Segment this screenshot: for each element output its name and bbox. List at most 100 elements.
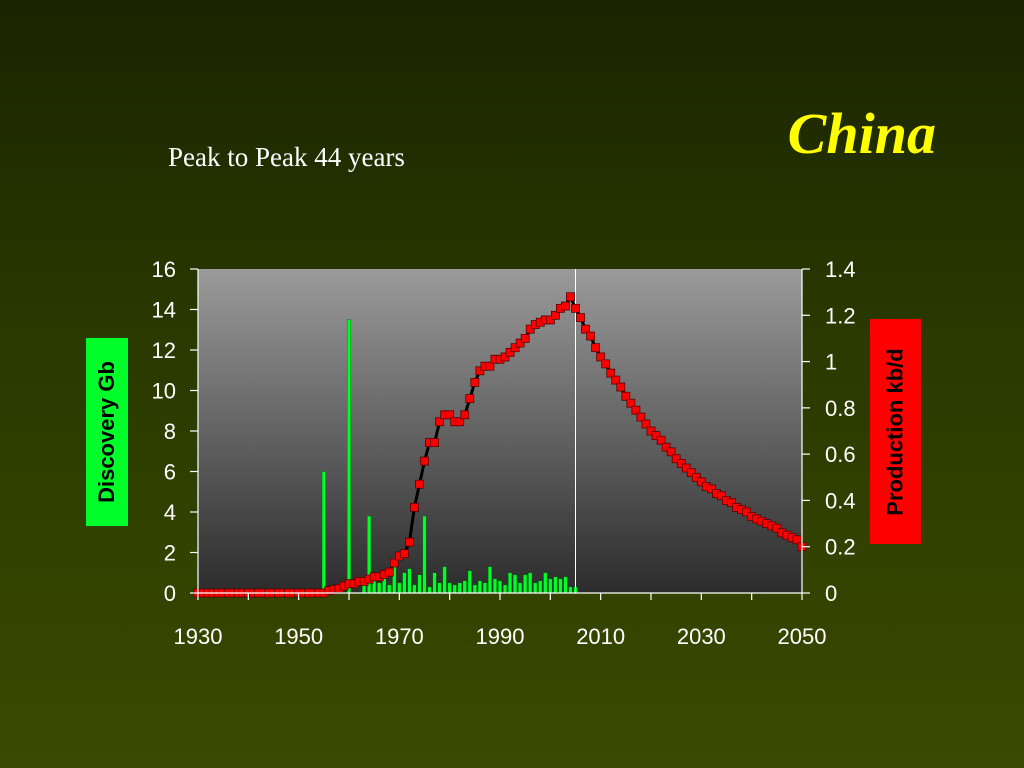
discovery-bar: [528, 572, 533, 594]
production-point: [581, 324, 590, 334]
production-point: [596, 352, 606, 362]
production-point: [384, 567, 394, 577]
discovery-bar: [427, 586, 432, 594]
production-point: [772, 523, 782, 533]
y-tick-label: 14: [152, 298, 176, 323]
production-point: [671, 454, 681, 464]
production-point: [445, 410, 455, 420]
discovery-bar: [462, 580, 467, 594]
discovery-bar: [487, 566, 492, 594]
production-point: [686, 468, 696, 478]
production-point: [742, 507, 752, 517]
discovery-bar: [498, 580, 503, 594]
production-point: [566, 292, 575, 302]
x-tick-label: 2010: [576, 624, 625, 649]
production-point: [656, 435, 666, 445]
production-point: [505, 347, 515, 357]
discovery-bar: [553, 576, 558, 594]
y-tick-label: 4: [164, 500, 176, 525]
production-point: [646, 426, 656, 436]
production-point: [661, 442, 671, 452]
production-point: [631, 405, 641, 415]
y2-tick-label: 0.4: [825, 488, 856, 513]
discovery-bar: [568, 586, 573, 594]
production-point: [430, 438, 439, 447]
right-axis-label: Production kb/d: [870, 319, 921, 544]
production-point: [520, 334, 530, 343]
discovery-bar: [457, 582, 462, 594]
discovery-bar: [321, 471, 326, 594]
production-point: [636, 412, 646, 422]
discovery-bar: [513, 574, 518, 594]
y-tick-label: 12: [152, 338, 176, 363]
discovery-bar: [402, 572, 407, 594]
discovery-bar: [347, 319, 352, 594]
discovery-bar: [447, 582, 452, 594]
discovery-bar: [533, 582, 538, 594]
discovery-bar: [417, 574, 422, 594]
discovery-bar: [422, 515, 427, 594]
production-point: [561, 301, 570, 311]
y2-tick-label: 1: [825, 350, 837, 375]
production-point: [696, 477, 706, 487]
production-point: [485, 361, 495, 371]
left-axis-label: Discovery Gb: [86, 338, 128, 526]
y2-tick-label: 1.4: [825, 257, 856, 282]
production-point: [707, 484, 716, 494]
discovery-bar: [558, 578, 563, 594]
y-tick-label: 10: [152, 379, 176, 404]
production-point: [500, 352, 510, 362]
production-point: [576, 313, 585, 323]
production-point: [676, 458, 686, 468]
production-point: [515, 338, 525, 348]
y2-tick-label: 0.8: [825, 396, 856, 421]
production-point: [415, 479, 424, 489]
discovery-bar: [477, 580, 482, 594]
y2-tick-label: 0: [825, 581, 837, 606]
left-axis-label-text: Discovery Gb: [94, 361, 119, 503]
production-point: [727, 498, 736, 508]
discovery-bar: [407, 568, 412, 594]
y2-tick-label: 1.2: [825, 303, 856, 328]
discovery-bar: [397, 582, 402, 594]
production-point: [717, 491, 726, 501]
production-point: [465, 394, 475, 404]
production-point: [792, 535, 802, 545]
discovery-bar: [563, 576, 568, 594]
production-point: [606, 368, 616, 378]
discovery-bar: [518, 582, 523, 594]
x-tick-label: 1990: [476, 624, 525, 649]
x-tick-label: 2050: [778, 624, 827, 649]
discovery-bar: [412, 584, 417, 594]
slide-subtitle: Peak to Peak 44 years: [168, 142, 405, 172]
right-axis-label-text: Production kb/d: [882, 347, 908, 516]
production-point: [460, 410, 470, 420]
x-tick-label: 1970: [375, 624, 424, 649]
discovery-bar: [543, 572, 548, 594]
discovery-bar: [387, 584, 392, 594]
discovery-bar: [523, 574, 528, 594]
production-point: [611, 375, 621, 385]
production-point: [571, 303, 580, 313]
y-tick-label: 8: [164, 419, 176, 444]
plot-area: [198, 269, 802, 593]
production-point: [691, 472, 701, 482]
production-point: [525, 324, 535, 334]
discovery-bar: [492, 578, 497, 594]
production-point: [591, 343, 601, 353]
production-point: [455, 417, 465, 427]
discovery-bar: [362, 584, 367, 594]
discovery-bar: [503, 584, 508, 594]
y-tick-label: 0: [164, 581, 176, 606]
y-tick-label: 16: [152, 257, 176, 282]
production-point: [545, 315, 555, 325]
production-point: [601, 359, 611, 369]
production-point: [470, 377, 480, 387]
y-tick-label: 2: [164, 541, 176, 566]
discovery-bar: [442, 566, 447, 594]
production-point: [435, 417, 445, 427]
production-point: [586, 331, 595, 341]
production-point: [389, 558, 399, 568]
production-point: [420, 456, 429, 466]
